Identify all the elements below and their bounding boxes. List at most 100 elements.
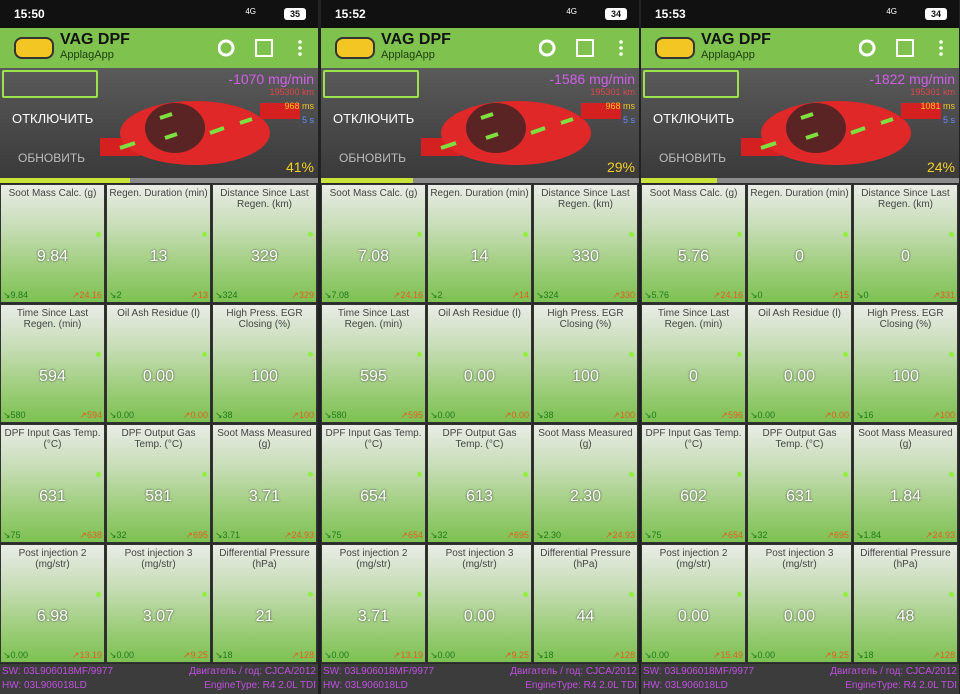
menu-dot[interactable] [939, 46, 943, 50]
parameter-tile[interactable]: DPF Input Gas Temp. (°C) 654 75 654 [321, 424, 426, 543]
parameter-value: 3.07 [142, 608, 175, 625]
parameter-min: 32 [750, 530, 768, 541]
parameter-tile[interactable]: Soot Mass Measured (g) 2.30 2.30 24.93 [533, 424, 638, 543]
parameter-label: Post injection 3 (mg/str) [445, 548, 514, 570]
parameter-label: DPF Input Gas Temp. (°C) [4, 428, 101, 450]
menu-dot[interactable] [298, 40, 302, 44]
parameter-tile[interactable]: Post injection 2 (mg/str) 6.98 0.00 13.19 [0, 544, 105, 663]
parameter-tile[interactable]: DPF Input Gas Temp. (°C) 631 75 638 [0, 424, 105, 543]
parameter-tile[interactable]: Post injection 3 (mg/str) 3.07 0.00 9.25 [106, 544, 211, 663]
menu-dot[interactable] [619, 46, 623, 50]
parameter-max: 128 [291, 650, 314, 661]
parameter-max: 100 [291, 410, 314, 421]
refresh-button[interactable]: ОБНОВИТЬ [18, 151, 86, 165]
header-icon-set[interactable] [538, 38, 629, 58]
log-icon[interactable] [255, 39, 273, 57]
disable-button[interactable]: ОТКЛЮЧИТЬ [12, 111, 94, 126]
parameter-tile[interactable]: Oil Ash Residue (l) 0.00 0.00 0.00 [106, 304, 211, 423]
parameter-tile[interactable]: Regen. Duration (min) 14 2 14 [427, 184, 532, 303]
parameter-value: 595 [360, 368, 387, 385]
parameter-max: 9.25 [824, 650, 849, 661]
parameter-min: 0 [856, 290, 869, 301]
parameter-max: 0.00 [824, 410, 849, 421]
status-bar: 15:52 4G 34 [321, 0, 639, 28]
live-dot [949, 592, 954, 597]
parameter-label: Post injection 2 (mg/str) [339, 548, 408, 570]
parameter-tile[interactable]: Differential Pressure (hPa) 44 18 128 [533, 544, 638, 663]
parameter-tile[interactable]: Regen. Duration (min) 0 0 15 [747, 184, 852, 303]
parameter-value: 44 [576, 608, 595, 625]
live-dot [843, 232, 848, 237]
header-icon-set[interactable] [858, 38, 949, 58]
parameter-tile[interactable]: DPF Output Gas Temp. (°C) 613 32 695 [427, 424, 532, 543]
menu-dot[interactable] [619, 52, 623, 56]
parameter-label: Post injection 3 (mg/str) [765, 548, 834, 570]
parameter-tile[interactable]: Oil Ash Residue (l) 0.00 0.00 0.00 [427, 304, 532, 423]
ecu-footer: SW: 03L906018MF/9977 Двигатель / год: CJC… [641, 664, 959, 694]
parameter-tile[interactable]: Differential Pressure (hPa) 21 18 128 [212, 544, 317, 663]
software-id: SW: 03L906018MF/9977 [2, 666, 114, 677]
settings-icon[interactable] [217, 39, 235, 57]
parameter-label: Post injection 3 (mg/str) [124, 548, 193, 570]
app-title: VAG DPF [381, 31, 451, 48]
menu-dot[interactable] [939, 52, 943, 56]
parameter-tile[interactable]: Soot Mass Measured (g) 1.84 1.84 24.93 [853, 424, 958, 543]
parameter-tile[interactable]: Post injection 3 (mg/str) 0.00 0.00 9.25 [427, 544, 532, 663]
parameter-tile[interactable]: Soot Mass Measured (g) 3.71 3.71 24.93 [212, 424, 317, 543]
parameter-tile[interactable]: High Press. EGR Closing (%) 100 38 100 [212, 304, 317, 423]
parameter-value: 100 [892, 368, 919, 385]
parameter-tile[interactable]: Time Since Last Regen. (min) 0 0 596 [641, 304, 746, 423]
parameter-tile[interactable]: Regen. Duration (min) 13 2 13 [106, 184, 211, 303]
log-icon[interactable] [896, 39, 914, 57]
parameter-max: 128 [612, 650, 635, 661]
menu-dot[interactable] [939, 40, 943, 44]
parameter-tile[interactable]: Soot Mass Calc. (g) 7.08 7.08 24.16 [321, 184, 426, 303]
live-dot [949, 232, 954, 237]
parameter-tile[interactable]: Distance Since Last Regen. (km) 0 0 331 [853, 184, 958, 303]
log-icon[interactable] [576, 39, 594, 57]
refresh-button[interactable]: ОБНОВИТЬ [659, 151, 727, 165]
parameter-value: 1.84 [889, 488, 922, 505]
parameter-tile[interactable]: Soot Mass Calc. (g) 5.76 5.76 24.16 [641, 184, 746, 303]
app-title: VAG DPF [60, 31, 130, 48]
catalyst-illustration [100, 101, 300, 165]
parameter-tile[interactable]: Differential Pressure (hPa) 48 18 128 [853, 544, 958, 663]
parameter-tile[interactable]: Post injection 2 (mg/str) 0.00 0.00 15.49 [641, 544, 746, 663]
parameter-tile[interactable]: DPF Input Gas Temp. (°C) 602 75 654 [641, 424, 746, 543]
catalyst [421, 88, 621, 178]
refresh-button[interactable]: ОБНОВИТЬ [339, 151, 407, 165]
parameter-tile[interactable]: High Press. EGR Closing (%) 100 16 100 [853, 304, 958, 423]
disable-button[interactable]: ОТКЛЮЧИТЬ [653, 111, 735, 126]
parameter-tile[interactable]: Oil Ash Residue (l) 0.00 0.00 0.00 [747, 304, 852, 423]
parameter-tile[interactable]: High Press. EGR Closing (%) 100 38 100 [533, 304, 638, 423]
parameter-value: 0 [795, 248, 804, 265]
parameter-label: DPF Input Gas Temp. (°C) [325, 428, 422, 450]
odometer: 195301 km [910, 87, 955, 97]
menu-dot[interactable] [298, 52, 302, 56]
parameter-tile[interactable]: Time Since Last Regen. (min) 594 580 594 [0, 304, 105, 423]
parameter-min: 18 [215, 650, 233, 661]
parameter-label: Post injection 2 (mg/str) [18, 548, 87, 570]
parameter-tile[interactable]: Distance Since Last Regen. (km) 329 324 329 [212, 184, 317, 303]
disable-button[interactable]: ОТКЛЮЧИТЬ [333, 111, 415, 126]
ecu-footer: SW: 03L906018MF/9977 Двигатель / год: CJC… [0, 664, 318, 694]
settings-icon[interactable] [858, 39, 876, 57]
parameter-tile[interactable]: DPF Output Gas Temp. (°C) 581 32 695 [106, 424, 211, 543]
parameter-value: 7.08 [357, 248, 390, 265]
menu-dot[interactable] [619, 40, 623, 44]
parameter-label: Oil Ash Residue (l) [117, 308, 200, 319]
parameter-max: 9.25 [504, 650, 529, 661]
parameter-tile[interactable]: Distance Since Last Regen. (km) 330 324 330 [533, 184, 638, 303]
catalyst-illustration [421, 101, 621, 165]
parameter-tile[interactable]: Soot Mass Calc. (g) 9.84 9.84 24.16 [0, 184, 105, 303]
menu-dot[interactable] [298, 46, 302, 50]
connection-icons [323, 70, 419, 98]
parameter-tile[interactable]: Post injection 2 (mg/str) 3.71 0.00 13.19 [321, 544, 426, 663]
parameter-tile[interactable]: DPF Output Gas Temp. (°C) 631 32 695 [747, 424, 852, 543]
parameter-tile[interactable]: Post injection 3 (mg/str) 0.00 0.00 9.25 [747, 544, 852, 663]
settings-icon[interactable] [538, 39, 556, 57]
parameter-max: 128 [932, 650, 955, 661]
filter [145, 103, 205, 153]
parameter-tile[interactable]: Time Since Last Regen. (min) 595 580 595 [321, 304, 426, 423]
header-icon-set[interactable] [217, 38, 308, 58]
